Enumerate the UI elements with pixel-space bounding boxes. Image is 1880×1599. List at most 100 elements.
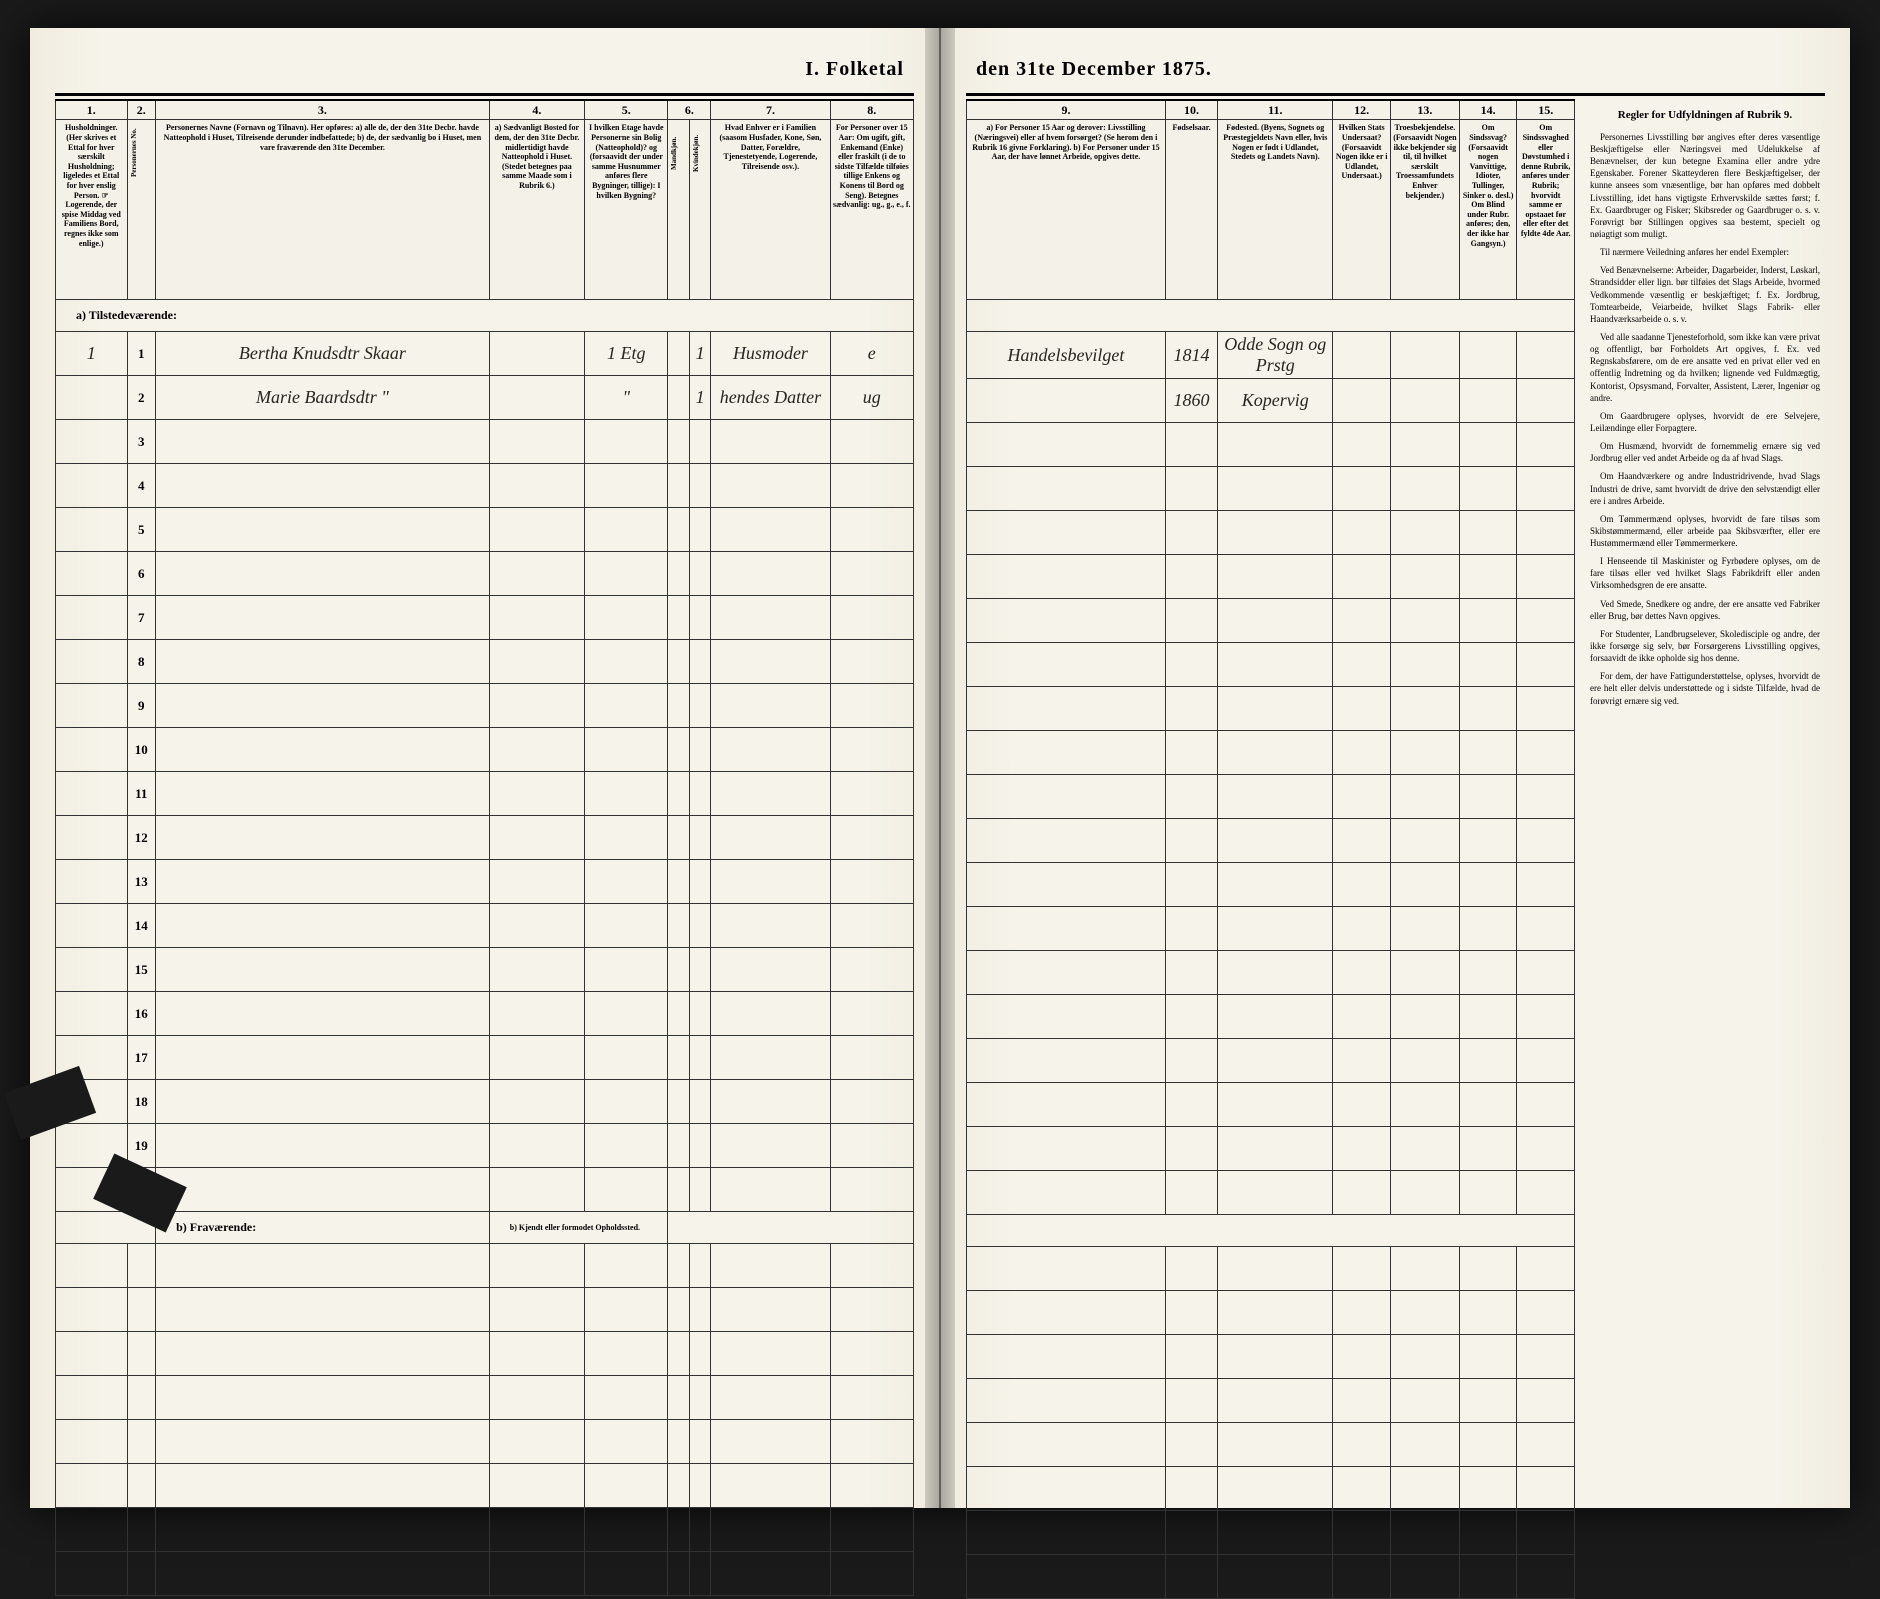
empty-cell <box>689 508 710 552</box>
instruction-p: Ved Benævnelserne: Arbeider, Dagarbeider… <box>1590 264 1820 325</box>
empty-cell <box>156 772 490 816</box>
empty-cell <box>830 1464 913 1508</box>
empty-cell <box>1517 1467 1575 1511</box>
empty-cell <box>56 1508 128 1552</box>
empty-cell <box>1517 1423 1575 1467</box>
empty-cell <box>585 1464 668 1508</box>
empty-cell <box>1459 731 1517 775</box>
empty-cell <box>1390 995 1459 1039</box>
empty-cell <box>967 1555 1166 1599</box>
empty-cell <box>489 552 584 596</box>
table-row: 14 <box>56 904 914 948</box>
table-row: 16 <box>56 992 914 1036</box>
empty-cell <box>489 1376 584 1420</box>
household-cell: 1 <box>56 332 128 376</box>
empty-cell <box>1390 1335 1459 1379</box>
empty-cell <box>1390 1127 1459 1171</box>
table-row <box>967 1467 1575 1511</box>
table-row <box>56 1288 914 1332</box>
empty-cell <box>1218 1291 1333 1335</box>
empty-cell <box>156 1376 490 1420</box>
empty-cell <box>1517 1247 1575 1291</box>
empty-cell <box>967 995 1166 1039</box>
empty-cell <box>668 1552 689 1596</box>
empty-cell <box>489 904 584 948</box>
empty-cell <box>156 1244 490 1288</box>
empty-cell <box>1459 1467 1517 1511</box>
empty-cell <box>967 1511 1166 1555</box>
header-birthplace: Fødested. (Byens, Sognets og Præstegjeld… <box>1218 120 1333 300</box>
empty-cell <box>1517 819 1575 863</box>
residence-cell <box>489 332 584 376</box>
empty-cell <box>489 948 584 992</box>
empty-cell <box>585 464 668 508</box>
table-row <box>967 907 1575 951</box>
empty-cell <box>489 596 584 640</box>
empty-cell <box>668 596 689 640</box>
birthplace-cell: Odde Sogn og Prstg <box>1218 332 1333 379</box>
empty-cell <box>1390 1171 1459 1215</box>
empty-cell <box>1218 863 1333 907</box>
empty-cell <box>967 1335 1166 1379</box>
table-row <box>967 1247 1575 1291</box>
header-names: Personernes Navne (Fornavn og Tilnavn). … <box>156 120 490 300</box>
empty-cell <box>1390 467 1459 511</box>
empty-cell <box>1165 1247 1217 1291</box>
empty-cell <box>1333 1171 1391 1215</box>
page-title-right: den 31te December 1875. <box>966 58 1825 81</box>
col-num: 9. <box>967 100 1166 120</box>
floor-cell: " <box>585 376 668 420</box>
empty-cell <box>56 1552 128 1596</box>
empty-cell <box>1218 775 1333 819</box>
empty-cell <box>711 860 830 904</box>
empty-cell <box>156 1124 490 1168</box>
instructions-panel: Regler for Udfyldningen af Rubrik 9. Per… <box>1590 108 1820 713</box>
empty-cell <box>1333 1083 1391 1127</box>
instruction-p: I Henseende til Maskinister og Fyrbødere… <box>1590 555 1820 591</box>
empty-cell <box>1165 687 1217 731</box>
name-cell: Bertha Knudsdtr Skaar <box>156 332 490 376</box>
empty-cell <box>489 1080 584 1124</box>
empty-cell <box>967 775 1166 819</box>
empty-cell <box>1390 423 1459 467</box>
empty-cell <box>1390 775 1459 819</box>
empty-cell <box>1333 1379 1391 1423</box>
empty-cell <box>668 816 689 860</box>
name-cell: Marie Baardsdtr " <box>156 376 490 420</box>
empty-cell <box>1517 467 1575 511</box>
header-religion: Troesbekjendelse. (Forsaavidt Nogen ikke… <box>1390 120 1459 300</box>
empty-cell <box>56 1420 128 1464</box>
empty-cell <box>56 1464 128 1508</box>
empty-cell <box>1390 951 1459 995</box>
empty-cell <box>1333 1467 1391 1511</box>
empty-cell <box>967 951 1166 995</box>
empty-cell <box>1165 863 1217 907</box>
empty-cell <box>156 552 490 596</box>
empty-cell <box>1333 1127 1391 1171</box>
empty-cell <box>1459 1379 1517 1423</box>
empty-cell <box>689 1376 710 1420</box>
household-cell <box>56 728 128 772</box>
empty-cell <box>1165 1555 1217 1599</box>
header-birthyear: Fødselsaar. <box>1165 120 1217 300</box>
empty-cell <box>830 1288 913 1332</box>
floor-cell: 1 Etg <box>585 332 668 376</box>
empty-cell <box>1459 599 1517 643</box>
empty-cell <box>585 1376 668 1420</box>
census-ledger: I. Folketal 1. 2. 3. 4. 5. 6. 7. 8. Hush… <box>30 28 1850 1508</box>
empty-cell <box>1459 1511 1517 1555</box>
household-cell <box>56 816 128 860</box>
empty-cell <box>830 860 913 904</box>
empty-cell <box>689 552 710 596</box>
empty-cell <box>156 596 490 640</box>
empty-cell <box>1517 1555 1575 1599</box>
empty-cell <box>585 1168 668 1212</box>
empty-cell <box>56 1288 128 1332</box>
instruction-p: Ved Smede, Snedkere og andre, der ere an… <box>1590 598 1820 622</box>
row-number: 4 <box>127 464 156 508</box>
table-row: 13 <box>56 860 914 904</box>
empty-cell <box>1517 643 1575 687</box>
empty-cell <box>1390 1291 1459 1335</box>
empty-cell <box>689 1464 710 1508</box>
empty-cell <box>1218 1039 1333 1083</box>
